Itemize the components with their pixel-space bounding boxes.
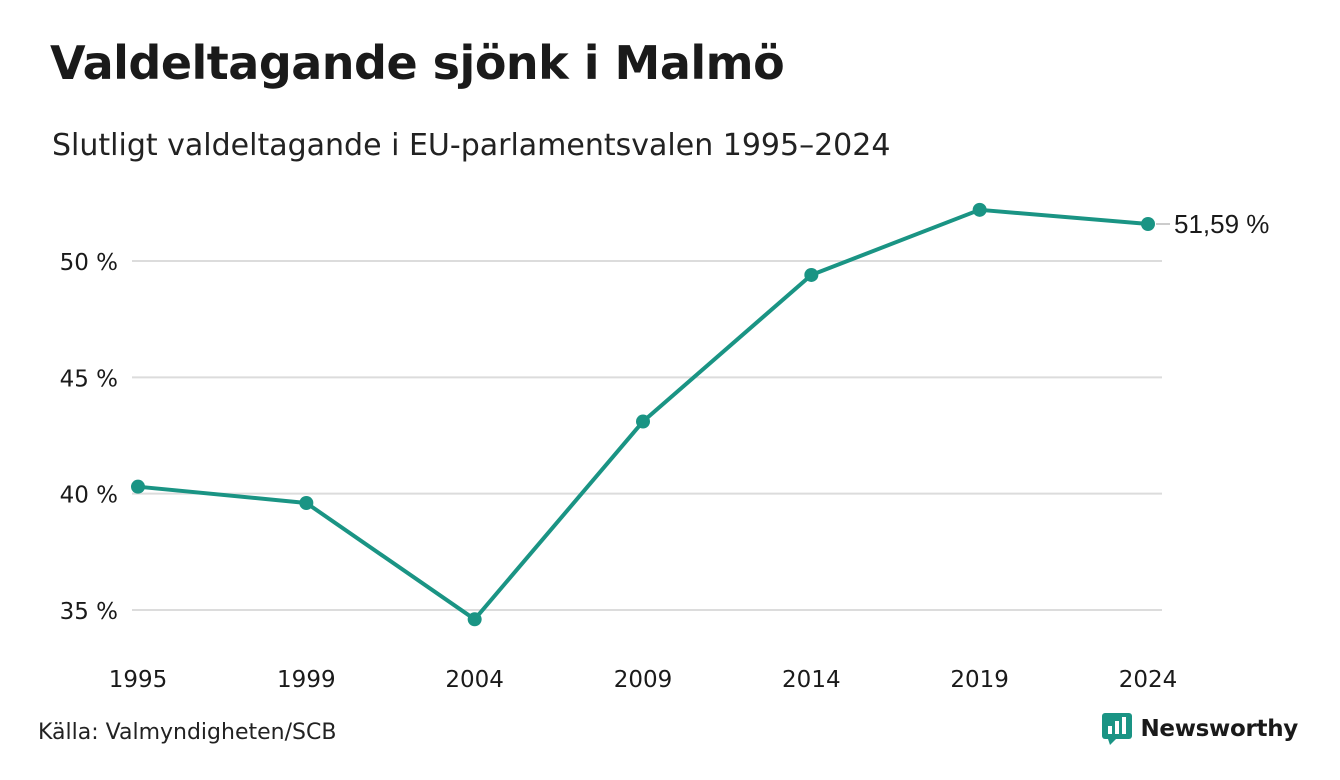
x-tick-label: 2014 bbox=[782, 667, 841, 693]
x-tick-label: 1995 bbox=[109, 667, 168, 693]
data-point[interactable] bbox=[636, 414, 650, 429]
x-tick-label: 2024 bbox=[1119, 667, 1178, 693]
brand[interactable]: Newsworthy bbox=[1102, 713, 1298, 745]
data-point[interactable] bbox=[1141, 217, 1155, 232]
source-note: Källa: Valmyndigheten/SCB bbox=[38, 720, 337, 745]
y-tick-label: 35 % bbox=[60, 599, 118, 625]
x-tick-label: 2009 bbox=[614, 667, 673, 693]
data-point[interactable] bbox=[467, 612, 482, 627]
x-tick-label: 2019 bbox=[950, 667, 1009, 693]
data-point[interactable] bbox=[299, 495, 314, 510]
y-tick-label: 40 % bbox=[60, 483, 118, 509]
end-label-layer: 51,59 % bbox=[1156, 209, 1269, 239]
data-point[interactable] bbox=[131, 479, 145, 494]
x-tick-label: 2004 bbox=[445, 667, 504, 693]
y-axis-ticks: 35 % 40 % 45 % 50 % bbox=[60, 250, 118, 625]
chart-subtitle: Slutligt valdeltagande i EU-parlamentsva… bbox=[52, 128, 891, 163]
newsworthy-logo-icon bbox=[1102, 713, 1133, 745]
series-layer bbox=[131, 202, 1155, 627]
brand-name: Newsworthy bbox=[1140, 716, 1298, 742]
data-point[interactable] bbox=[972, 202, 987, 217]
data-point[interactable] bbox=[804, 267, 819, 282]
end-value-label: 51,59 % bbox=[1174, 209, 1269, 239]
y-tick-label: 50 % bbox=[60, 250, 118, 276]
grid-lines bbox=[132, 260, 1162, 611]
chart-title: Valdeltagande sjönk i Malmö bbox=[50, 36, 785, 90]
x-axis-ticks: 1995 1999 2004 2009 2014 2019 2024 bbox=[109, 667, 1178, 693]
x-tick-label: 1999 bbox=[277, 667, 336, 693]
y-tick-label: 45 % bbox=[60, 366, 118, 392]
